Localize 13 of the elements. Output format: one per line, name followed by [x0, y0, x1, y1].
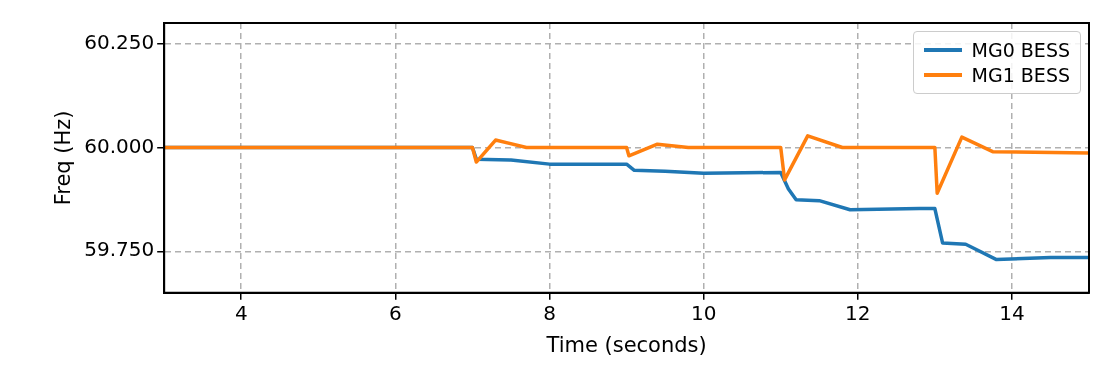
- x-tick-label: 14: [999, 301, 1025, 325]
- legend-label: MG1 BESS: [971, 64, 1070, 86]
- y-tick-label: 59.750: [84, 237, 155, 262]
- y-tick-label: 60.250: [84, 29, 155, 54]
- x-tick-label: 4: [234, 301, 248, 325]
- y-tick-label: 60.000: [84, 133, 155, 158]
- x-axis-title: Time (seconds): [545, 332, 707, 357]
- x-tick-label: 8: [543, 301, 556, 325]
- x-tick-label: 6: [389, 301, 402, 325]
- x-tick-label: 10: [690, 301, 717, 325]
- x-tick-label: 12: [845, 301, 871, 325]
- legend-label: MG0 BESS: [971, 39, 1070, 61]
- y-axis-title: Freq (Hz): [51, 110, 76, 206]
